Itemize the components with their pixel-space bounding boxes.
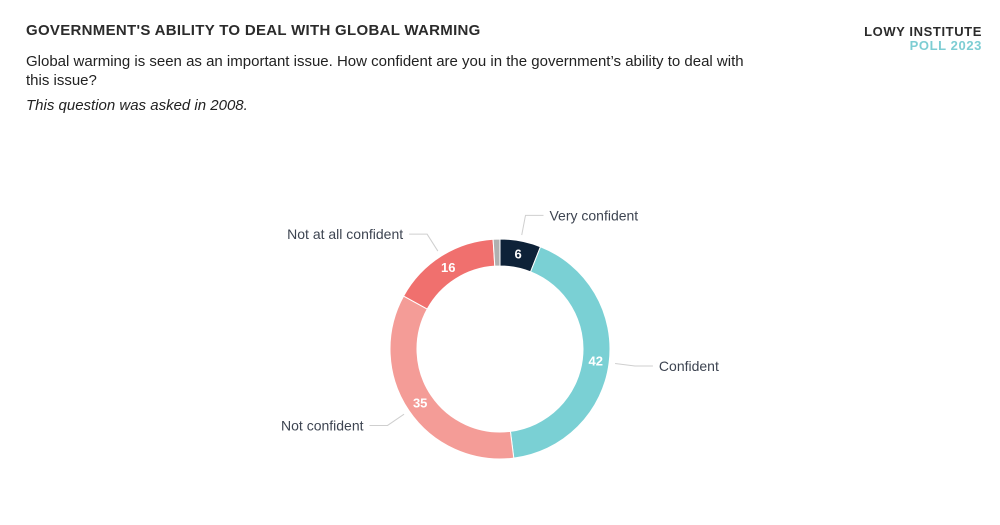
- slice-other: [492, 238, 501, 267]
- category-label-not-confident: Not confident: [281, 417, 364, 433]
- label-connectors: [369, 214, 653, 426]
- slice-not-confident: [389, 295, 515, 460]
- value-label-not-at-all-confident: 16: [441, 260, 455, 275]
- chart-note: This question was asked in 2008.: [26, 97, 248, 114]
- value-label-not-confident: 35: [413, 396, 427, 411]
- slice-confident: [509, 246, 611, 459]
- category-label-confident: Confident: [659, 358, 719, 374]
- value-label-very-confident: 6: [514, 247, 521, 262]
- brand-name: LOWY INSTITUTE: [864, 24, 982, 39]
- value-label-confident: 42: [589, 354, 603, 369]
- category-label-very-confident: Very confident: [549, 207, 638, 223]
- label-layer: 6 Very confident 42 Confident 35 Not confiden…: [281, 207, 719, 433]
- category-label-not-at-all-confident: Not at all confident: [287, 226, 403, 242]
- donut-slices: [389, 238, 611, 460]
- connector-not-at-all-confident: [409, 233, 439, 252]
- chart-title: GOVERNMENT'S ABILITY TO DEAL WITH GLOBAL…: [26, 22, 481, 39]
- connector-not-confident: [369, 413, 405, 426]
- chart-subtitle: Global warming is seen as an important i…: [26, 53, 744, 89]
- brand-logo: LOWY INSTITUTE POLL 2023: [864, 25, 982, 53]
- connector-very-confident: [521, 214, 544, 236]
- brand-poll-year: POLL 2023: [909, 38, 982, 53]
- connector-confident: [615, 363, 653, 367]
